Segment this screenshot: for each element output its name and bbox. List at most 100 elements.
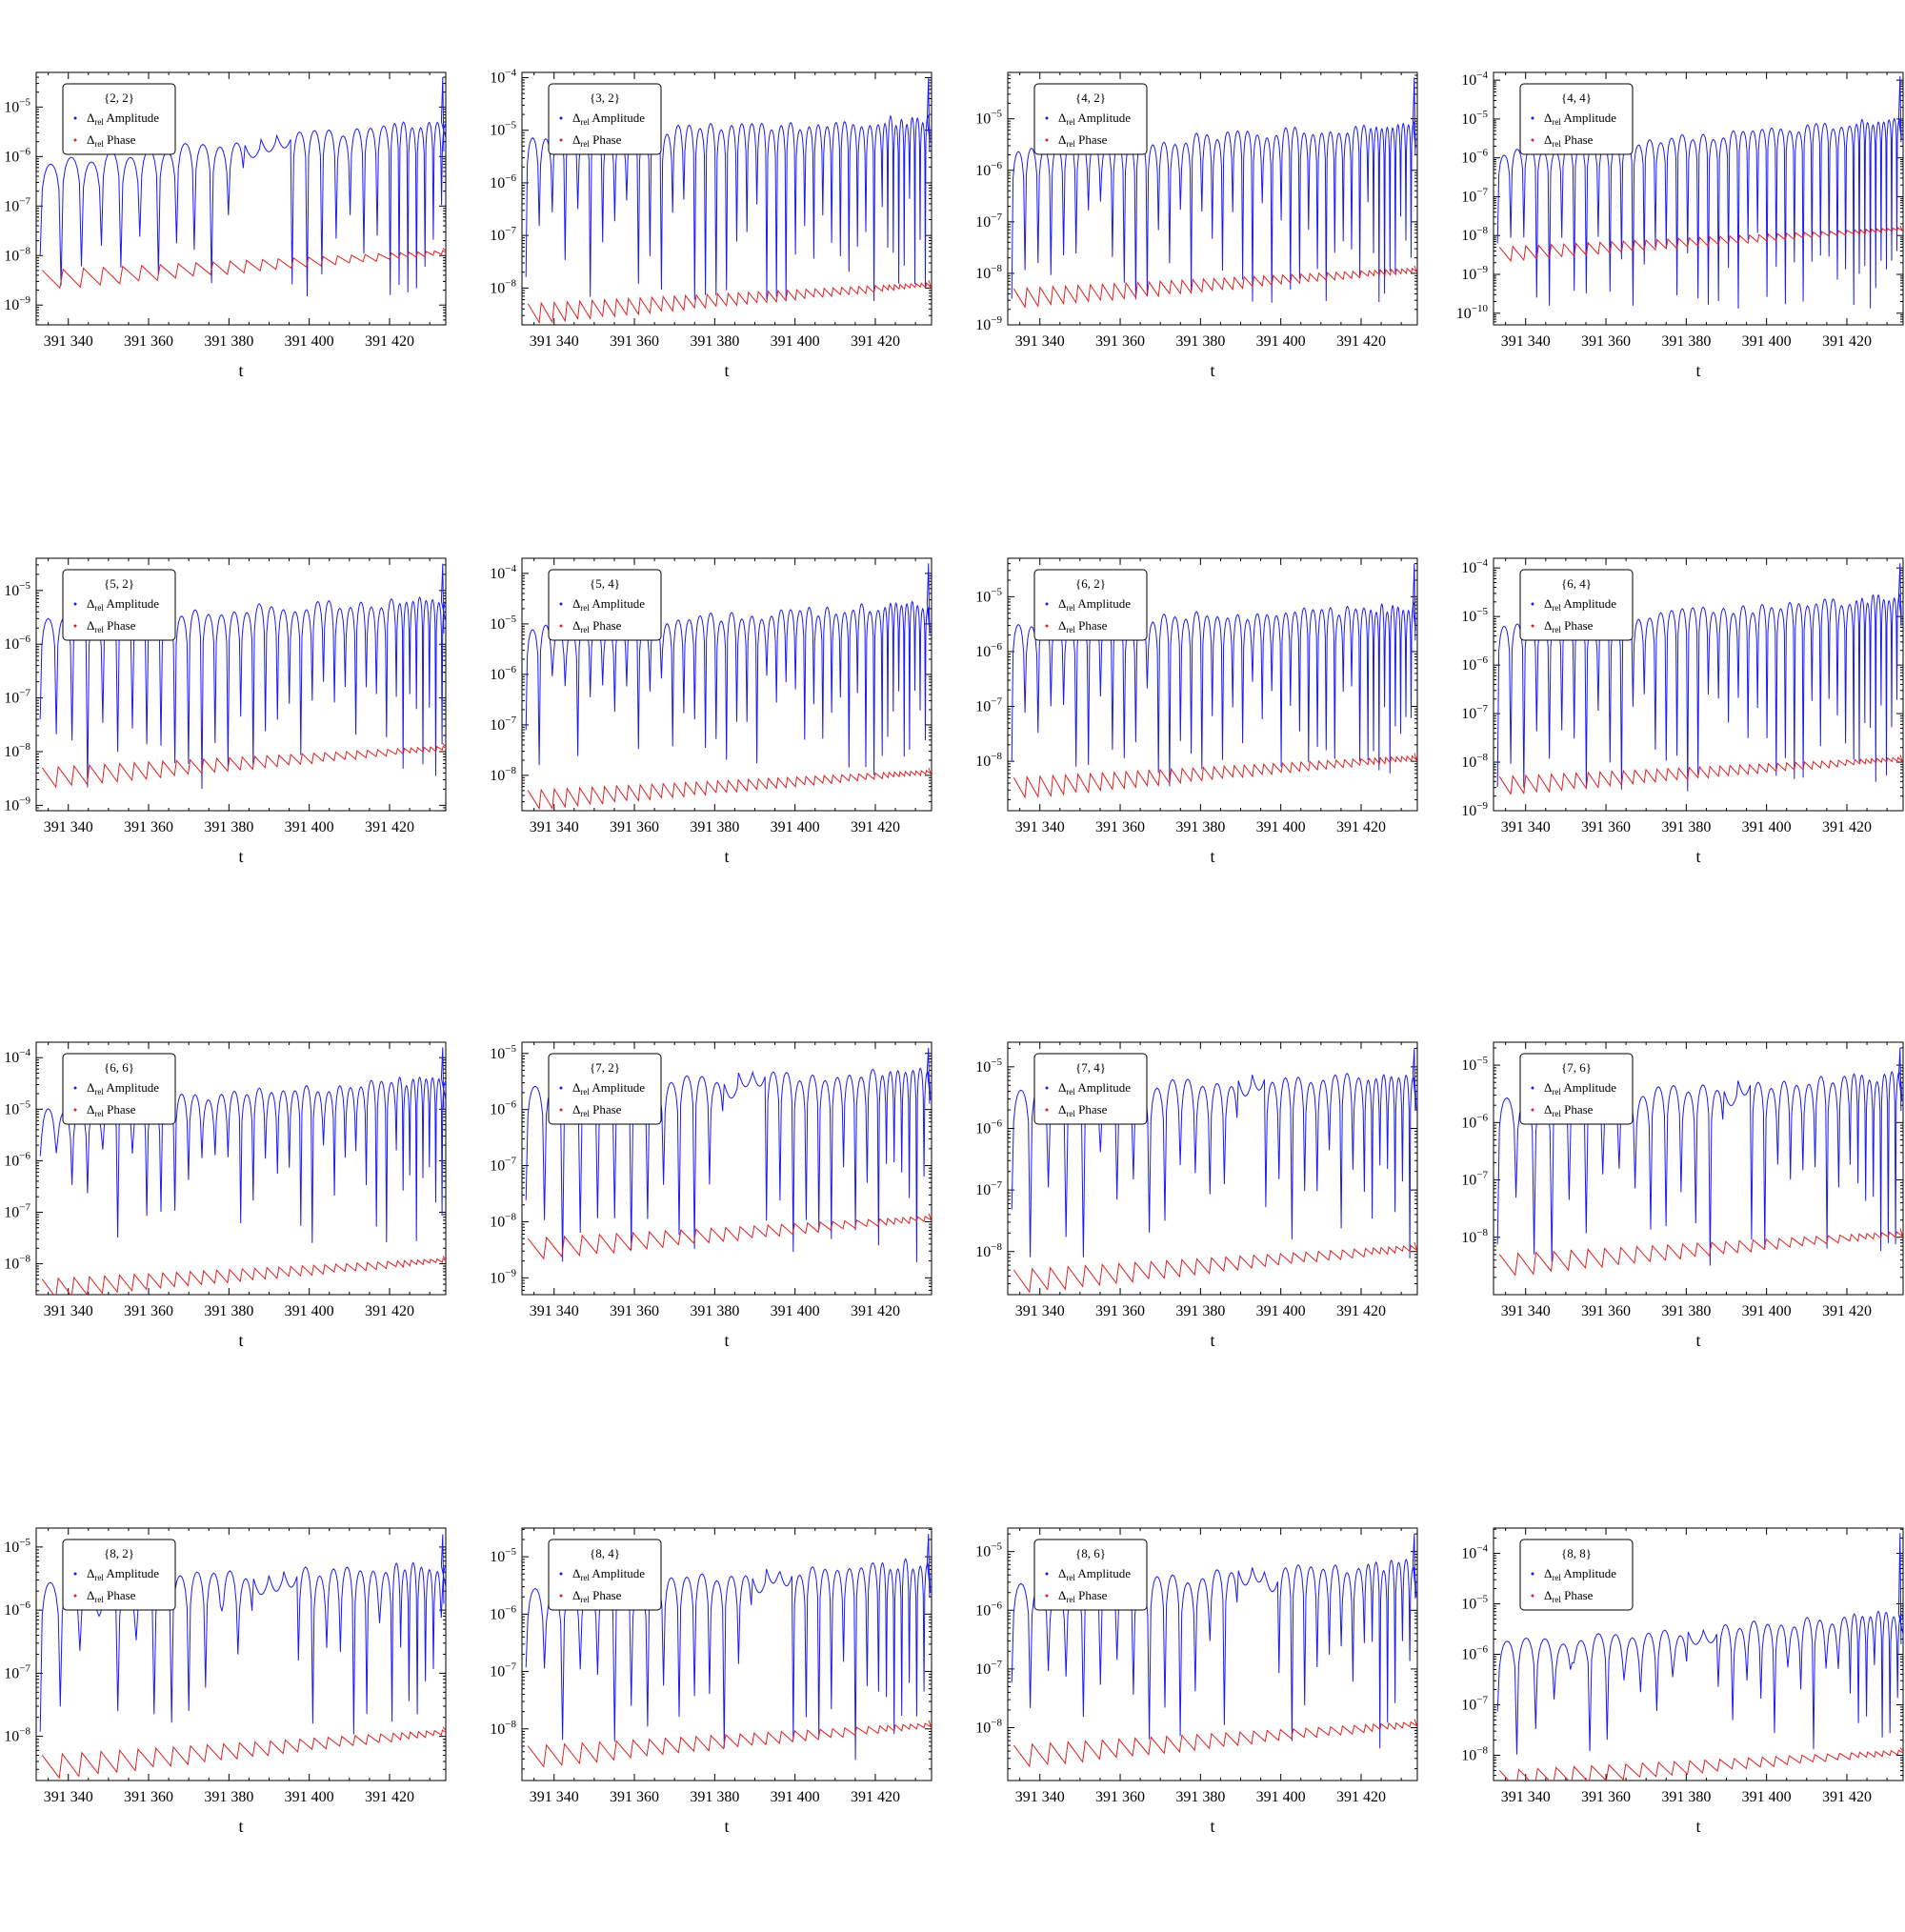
legend: {7, 6} Δrel Amplitude Δrel Phase	[1519, 1053, 1634, 1125]
y-tick-label: 10−6	[490, 664, 516, 683]
x-tick-label: 391 380	[690, 1303, 739, 1319]
legend-marker-phase	[1531, 138, 1534, 142]
y-tick-label: 10−5	[1461, 606, 1488, 625]
legend-title: {8, 6}	[1075, 1546, 1106, 1560]
legend: {2, 2} Δrel Amplitude Δrel Phase	[62, 83, 176, 155]
x-axis-label: t	[1210, 847, 1214, 866]
series-phase-line	[1498, 755, 1903, 795]
series-phase-line	[527, 767, 932, 811]
legend-label-amplitude: Δrel Amplitude	[1544, 596, 1616, 613]
chart-panel: 10−9 10−8 10−7 10−6 10−5 391 340 391 360 391 38…	[0, 0, 476, 476]
series-amplitude-line	[39, 563, 446, 790]
chart-panel: 10−8 10−7 10−6 10−5 10−4 391 340 391 360 391 38…	[0, 970, 476, 1446]
legend-title: {8, 4}	[590, 1546, 620, 1560]
legend-box	[1519, 1539, 1634, 1611]
legend-marker-amplitude	[1045, 1572, 1049, 1576]
legend-title: {7, 2}	[590, 1060, 620, 1075]
legend-box	[62, 1539, 176, 1611]
x-axis-label: t	[724, 361, 729, 380]
legend-marker-phase	[559, 624, 563, 628]
legend: {6, 6} Δrel Amplitude Δrel Phase	[62, 1053, 176, 1125]
legend-box	[62, 1053, 176, 1125]
plot-frame	[1007, 1041, 1418, 1296]
legend: {6, 2} Δrel Amplitude Δrel Phase	[1033, 569, 1148, 641]
x-tick-label: 391 380	[1175, 819, 1225, 835]
x-tick-label: 391 380	[204, 819, 253, 835]
series-amplitude-line	[39, 1534, 446, 1735]
y-tick-label: 10−4	[1461, 70, 1488, 89]
x-axis-label: t	[1695, 847, 1700, 866]
x-tick-label: 391 380	[1175, 1789, 1225, 1805]
y-tick-label: 10−4	[490, 68, 516, 87]
legend-marker-amplitude	[559, 602, 563, 606]
legend-label-phase: Δrel Phase	[1058, 132, 1108, 149]
y-tick-label: 10−5	[1461, 109, 1488, 128]
x-tick-label: 391 340	[530, 1789, 579, 1805]
chart-svg: 10−8 10−7 10−6 10−5 10−4 391 340 391 360 391 38…	[4, 1041, 447, 1350]
y-tick-label: 10−7	[4, 688, 30, 707]
series-phase-line	[1498, 1228, 1903, 1277]
x-axis-label: t	[238, 847, 243, 866]
chart-panel: 10−8 10−7 10−6 10−5 391 340 391 360 391 380 391…	[1457, 970, 1905, 1446]
legend-label-phase: Δrel Phase	[87, 1588, 136, 1604]
y-tick-label: 10−5	[490, 614, 516, 633]
y-tick-label: 10−9	[4, 795, 30, 814]
legend-label-phase: Δrel Phase	[1544, 618, 1594, 634]
legend-box	[548, 1539, 662, 1611]
x-tick-label: 391 340	[1501, 333, 1551, 350]
y-tick-label: 10−7	[4, 195, 30, 214]
y-tick-label: 10−6	[4, 1600, 30, 1619]
legend-marker-phase	[559, 1108, 563, 1112]
y-tick-label: 10−4	[490, 563, 516, 582]
legend: {6, 4} Δrel Amplitude Δrel Phase	[1519, 569, 1634, 641]
legend-label-phase: Δrel Phase	[87, 1102, 136, 1118]
x-tick-label: 391 420	[1822, 1303, 1872, 1319]
x-tick-label: 391 340	[44, 333, 93, 350]
legend-title: {8, 2}	[104, 1546, 134, 1560]
y-tick-label: 10−8	[4, 741, 30, 760]
chart-svg: 10−8 10−7 10−6 10−5 10−4 391 340 391 360 391 38…	[490, 68, 932, 380]
x-tick-label: 391 360	[1581, 1303, 1631, 1319]
legend-marker-amplitude	[559, 1086, 563, 1090]
plot-frame	[1007, 71, 1418, 326]
legend-marker-amplitude	[1531, 1572, 1534, 1576]
legend-box	[62, 83, 176, 155]
x-tick-label: 391 420	[365, 1789, 414, 1805]
legend-box	[1519, 1053, 1634, 1125]
x-tick-label: 391 360	[124, 1789, 173, 1805]
series-phase-line	[1013, 1719, 1417, 1768]
plot-frame	[35, 557, 447, 812]
x-tick-label: 391 420	[1822, 1789, 1872, 1805]
x-tick-label: 391 340	[1501, 1303, 1551, 1319]
x-tick-label: 391 400	[285, 819, 334, 835]
x-tick-label: 391 420	[1336, 333, 1386, 350]
x-axis-label: t	[724, 1817, 729, 1836]
x-tick-label: 391 420	[365, 819, 414, 835]
y-tick-label: 10−9	[490, 1267, 516, 1286]
legend-marker-phase	[73, 1108, 77, 1112]
chart-panel: 10−8 10−7 10−6 10−5 10−4 391 340 391 360 391 38…	[486, 486, 962, 962]
y-tick-label: 10−9	[4, 294, 30, 313]
chart-panel: 10−9 10−8 10−7 10−6 10−5 391 340 391 360 391 38…	[486, 970, 962, 1446]
chart-svg: 10−9 10−8 10−7 10−6 10−5 391 340 391 360 391 38…	[975, 71, 1418, 380]
x-tick-label: 391 420	[1336, 1303, 1386, 1319]
y-tick-label: 10−6	[1461, 148, 1488, 167]
y-tick-label: 10−5	[4, 96, 30, 115]
plot-frame	[1493, 1041, 1904, 1296]
legend-box	[1033, 1539, 1148, 1611]
series-amplitude-line	[39, 1047, 446, 1243]
x-tick-label: 391 340	[1015, 1303, 1065, 1319]
y-tick-label: 10−8	[1461, 752, 1488, 771]
legend-label-amplitude: Δrel Amplitude	[1058, 596, 1131, 613]
legend-marker-phase	[1045, 138, 1049, 142]
x-axis-label: t	[238, 1331, 243, 1350]
series-phase-line	[41, 743, 446, 789]
y-tick-label: 10−6	[4, 146, 30, 165]
legend-box	[548, 83, 662, 155]
x-axis-label: t	[1695, 1331, 1700, 1350]
x-tick-label: 391 400	[1256, 1789, 1306, 1805]
series-phase-line	[527, 279, 932, 325]
legend-label-amplitude: Δrel Amplitude	[1058, 1080, 1131, 1097]
x-tick-label: 391 420	[365, 1303, 414, 1319]
legend-label-amplitude: Δrel Amplitude	[572, 111, 645, 127]
